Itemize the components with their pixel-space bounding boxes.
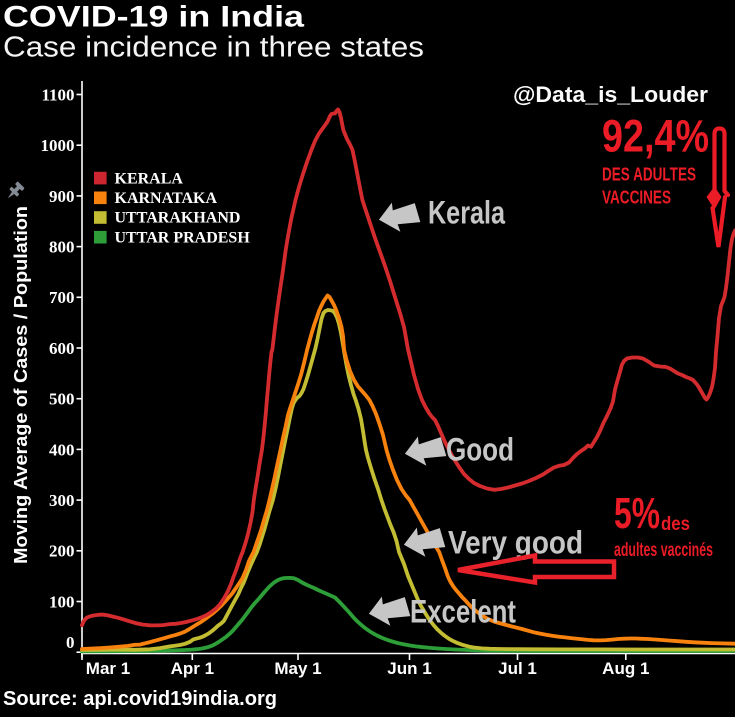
svg-text:Apr 1: Apr 1 <box>171 659 214 678</box>
svg-text:5%: 5% <box>614 489 660 538</box>
svg-text:Source: api.covid19india.org: Source: api.covid19india.org <box>3 688 277 710</box>
svg-text:Aug 1: Aug 1 <box>602 659 649 678</box>
svg-text:100: 100 <box>49 592 75 611</box>
svg-text:Case incidence in three states: Case incidence in three states <box>3 32 424 64</box>
svg-text:300: 300 <box>49 491 75 510</box>
svg-text:UTTARAKHAND: UTTARAKHAND <box>115 210 241 227</box>
svg-text:Moving Average of Cases / Popu: Moving Average of Cases / Population <box>11 206 31 564</box>
svg-text:adultes vaccinés: adultes vaccinés <box>614 540 713 561</box>
svg-text:@Data_is_Louder: @Data_is_Louder <box>513 82 708 107</box>
svg-text:Kerala: Kerala <box>428 195 505 231</box>
svg-text:May 1: May 1 <box>274 659 321 678</box>
svg-text:1000: 1000 <box>41 136 75 155</box>
svg-text:des: des <box>661 514 690 535</box>
svg-text:KERALA: KERALA <box>115 170 184 187</box>
svg-text:800: 800 <box>49 238 75 257</box>
svg-text:Very good: Very good <box>448 525 583 561</box>
svg-text:92,4%: 92,4% <box>602 111 709 162</box>
svg-text:Excelent: Excelent <box>410 594 516 630</box>
svg-text:400: 400 <box>49 440 75 459</box>
svg-text:500: 500 <box>49 390 75 409</box>
svg-text:VACCINES: VACCINES <box>602 188 671 208</box>
svg-text:Jun 1: Jun 1 <box>387 659 431 678</box>
svg-text:KARNATAKA: KARNATAKA <box>115 190 218 207</box>
svg-text:1100: 1100 <box>41 85 74 104</box>
svg-text:0: 0 <box>66 633 75 652</box>
svg-text:UTTAR PRADESH: UTTAR PRADESH <box>115 229 251 246</box>
svg-text:COVID-19 in India: COVID-19 in India <box>3 1 304 34</box>
svg-text:900: 900 <box>49 187 75 206</box>
svg-text:200: 200 <box>49 542 75 561</box>
svg-text:Jul 1: Jul 1 <box>498 659 537 678</box>
svg-text:Good: Good <box>446 432 514 468</box>
svg-text:Mar 1: Mar 1 <box>86 659 130 678</box>
svg-text:DES ADULTES: DES ADULTES <box>602 165 696 185</box>
svg-text:700: 700 <box>49 288 75 307</box>
svg-text:600: 600 <box>49 339 75 358</box>
